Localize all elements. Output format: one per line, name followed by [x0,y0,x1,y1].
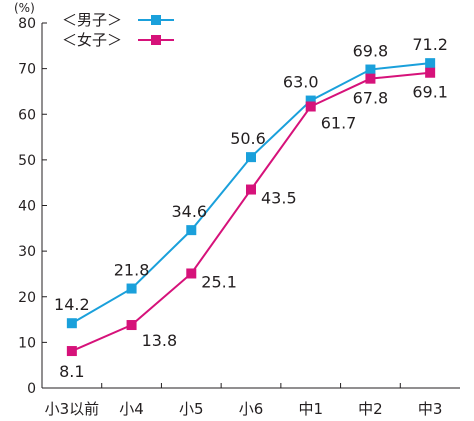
x-tick-label: 小6 [239,400,264,418]
data-label: 61.7 [321,113,357,132]
data-point-marker [365,64,376,75]
data-point-marker [425,58,436,69]
y-tick-label: 20 [18,290,36,306]
x-tick-label: 小5 [179,400,204,418]
y-axis-unit: (%) [14,1,35,15]
x-tick-label: 中2 [358,400,383,418]
data-point-marker [365,73,376,84]
data-label: 43.5 [261,189,297,208]
data-label: 71.2 [412,35,448,54]
series-boys: 14.2 21.8 34.6 50.6 63.0 69.8 71.2 [54,35,448,329]
x-tick-label: 中3 [418,400,443,418]
y-tick-label: 80 [18,16,36,32]
data-point-marker [246,184,256,195]
y-tick-label: 40 [18,199,36,215]
data-label: 69.8 [353,42,389,61]
y-tick-label: 0 [27,381,36,397]
data-point-marker [246,152,256,163]
data-label: 67.8 [353,89,389,108]
x-tick-label: 小4 [119,400,144,418]
x-tick-label: 小3以前 [45,400,100,418]
data-label: 50.6 [230,129,266,148]
legend-label: ＜男子＞ [62,11,122,29]
x-axis: 小3以前 小4 小5 小6 中1 中2 中3 [42,383,460,418]
data-label: 13.8 [142,331,178,350]
legend-item: ＜男子＞ [62,11,174,29]
series-layer: 14.2 21.8 34.6 50.6 63.0 69.8 71.2 8.1 13.8 25.1 4… [54,35,448,381]
series-girls: 8.1 13.8 25.1 43.5 61.7 67.8 69.1 [59,67,448,381]
legend-item: ＜女子＞ [62,31,174,49]
legend-marker [151,15,161,25]
legend-label: ＜女子＞ [62,31,122,49]
legend-marker [151,35,161,45]
data-label: 14.2 [54,295,90,314]
y-tick-label: 70 [18,62,36,78]
data-label: 25.1 [201,272,237,291]
y-tick-label: 30 [18,244,36,260]
data-point-marker [126,320,137,331]
data-label: 8.1 [59,362,84,381]
data-point-marker [66,318,77,329]
x-tick-label: 中1 [298,400,323,418]
data-label: 63.0 [283,73,319,92]
data-point-marker [305,101,316,112]
legend: ＜男子＞ ＜女子＞ [62,11,174,49]
data-label: 21.8 [114,261,150,280]
data-point-marker [305,95,316,106]
data-point-marker [66,346,77,357]
data-label: 69.1 [412,83,448,102]
series-line [71,71,431,352]
data-point-marker [186,225,197,236]
y-tick-label: 60 [18,107,36,123]
data-point-marker [126,283,137,294]
data-label: 34.6 [171,202,207,221]
y-tick-label: 50 [18,153,36,169]
data-point-marker [186,268,197,279]
data-point-marker [425,67,436,78]
y-tick-label: 10 [18,335,36,351]
y-axis: 0 10 20 30 40 50 60 70 80 [18,16,47,397]
